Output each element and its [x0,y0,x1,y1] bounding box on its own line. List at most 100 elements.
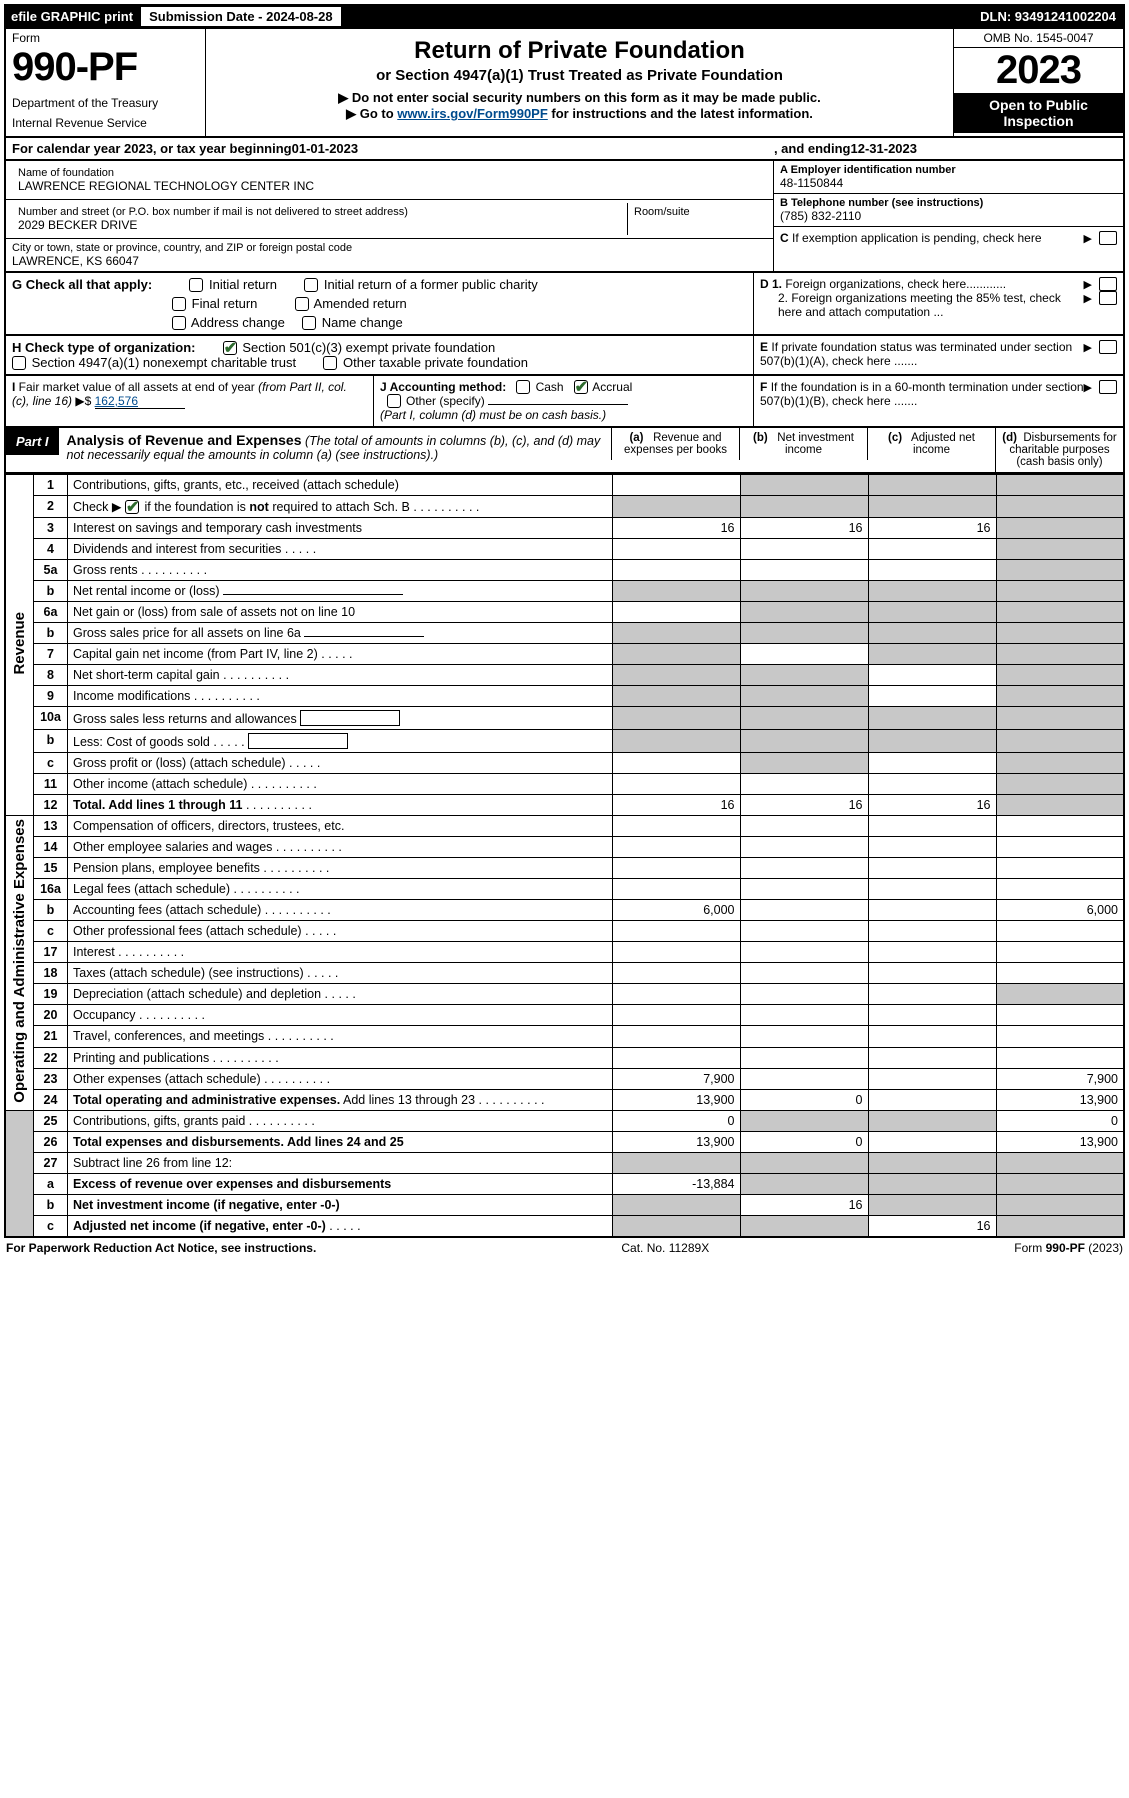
fmv-cell: I Fair market value of all assets at end… [6,376,373,426]
row-11: Other income (attach schedule) [68,774,613,795]
efile-label[interactable]: efile GRAPHIC print [9,9,141,24]
checkbox-final-return[interactable] [172,297,186,311]
form-word: Form [12,31,199,45]
expenses-side-label: Operating and Administrative Expenses [5,816,34,1111]
ein-row: A Employer identification number 48-1150… [774,161,1123,194]
checkbox-d2[interactable] [1099,291,1117,305]
checkbox-other-method[interactable] [387,394,401,408]
checkbox-name-change[interactable] [302,316,316,330]
row-16a: Legal fees (attach schedule) [68,879,613,900]
row-27a: Excess of revenue over expenses and disb… [68,1173,613,1194]
fmv-accounting-row: I Fair market value of all assets at end… [4,376,1125,428]
exemption-pending-row: C If exemption application is pending, c… [774,227,1123,248]
row-7: Capital gain net income (from Part IV, l… [68,644,613,665]
checkbox-schB[interactable] [125,500,139,514]
form-footer: Form 990-PF (2023) [1014,1241,1123,1255]
checkbox-accrual[interactable] [574,380,588,394]
part1-grid: Revenue 1 Contributions, gifts, grants, … [4,474,1125,1238]
row-10a: Gross sales less returns and allowances [68,707,613,730]
e-row: E If private foundation status was termi… [760,340,1117,368]
g-check-row: G Check all that apply: Initial return I… [12,277,747,292]
checks-block-2: H Check type of organization: Section 50… [4,336,1125,376]
arrow-icon [1084,340,1095,368]
row-8: Net short-term capital gain [68,665,613,686]
telephone-value: (785) 832-2110 [780,209,1117,223]
row-27b: Net investment income (if negative, ente… [68,1194,613,1215]
r23-d: 7,900 [996,1068,1124,1089]
checkbox-e[interactable] [1099,340,1117,354]
header-mid: Return of Private Foundation or Section … [206,29,953,136]
row-4: Dividends and interest from securities [68,539,613,560]
col-c-header: (c) Adjusted net income [867,428,995,460]
page-footer: For Paperwork Reduction Act Notice, see … [4,1238,1125,1258]
checkbox-cash[interactable] [516,380,530,394]
open-public: Open to Public Inspection [954,93,1123,133]
f-cell: F If the foundation is in a 60-month ter… [753,376,1123,426]
accounting-cell: J Accounting method: Cash Accrual Other … [373,376,753,426]
submission-date: Submission Date - 2024-08-28 [141,7,341,26]
checkbox-address-change[interactable] [172,316,186,330]
r16b-d: 6,000 [996,900,1124,921]
row-17: Interest [68,942,613,963]
row-6b: Gross sales price for all assets on line… [68,623,613,644]
form-title: Return of Private Foundation [212,37,947,65]
year-end: 12-31-2023 [851,141,918,156]
h-check-row: H Check type of organization: Section 50… [12,340,747,355]
form-number: 990-PF [12,45,199,90]
arrow-icon [1084,230,1095,245]
row-15: Pension plans, employee benefits [68,858,613,879]
row-14: Other employee salaries and wages [68,837,613,858]
efile-topbar: efile GRAPHIC print Submission Date - 20… [4,4,1125,29]
checkbox-initial-return[interactable] [189,278,203,292]
part1-desc: Analysis of Revenue and Expenses (The to… [59,428,611,466]
telephone-row: B Telephone number (see instructions) (7… [774,194,1123,227]
row-2: Check ▶ if the foundation is not require… [68,496,613,518]
checkbox-initial-former[interactable] [304,278,318,292]
name-row: Name of foundation LAWRENCE REGIONAL TEC… [6,161,773,200]
irs-label: Internal Revenue Service [12,116,199,130]
r3-b: 16 [740,518,868,539]
city-state-zip: LAWRENCE, KS 66047 [12,254,767,268]
foundation-name: LAWRENCE REGIONAL TECHNOLOGY CENTER INC [18,179,761,193]
checkbox-4947a1[interactable] [12,356,26,370]
form990pf-link[interactable]: www.irs.gov/Form990PF [397,106,548,121]
checkbox-501c3[interactable] [223,341,237,355]
r25-d: 0 [996,1110,1124,1131]
r27c-c: 16 [868,1215,996,1237]
calendar-year-row: For calendar year 2023, or tax year begi… [4,138,1125,161]
catalog-number: Cat. No. 11289X [621,1241,709,1255]
r23-a: 7,900 [612,1068,740,1089]
checkbox-c[interactable] [1099,231,1117,245]
ein-value: 48-1150844 [780,176,1117,190]
checkbox-amended[interactable] [295,297,309,311]
row-5a: Gross rents [68,560,613,581]
omb-number: OMB No. 1545-0047 [954,29,1123,48]
row-3: Interest on savings and temporary cash i… [68,518,613,539]
checks-block-1: G Check all that apply: Initial return I… [4,273,1125,336]
row-6a: Net gain or (loss) from sale of assets n… [68,602,613,623]
revenue-side-label: Revenue [5,475,34,816]
arrow-icon [1084,277,1095,291]
d2-row: 2. Foreign organizations meeting the 85%… [760,291,1117,319]
r16b-a: 6,000 [612,900,740,921]
form-header: Form 990-PF Department of the Treasury I… [4,29,1125,138]
foundation-info: Name of foundation LAWRENCE REGIONAL TEC… [4,161,1125,273]
r26-d: 13,900 [996,1131,1124,1152]
dln-number: DLN: 93491241002204 [980,9,1120,24]
arrow-icon [1084,291,1095,319]
row-10b: Less: Cost of goods sold [68,730,613,753]
checkbox-d1[interactable] [1099,277,1117,291]
room-suite: Room/suite [627,203,767,235]
r27b-b: 16 [740,1194,868,1215]
checkbox-f[interactable] [1099,380,1117,394]
street-address: 2029 BECKER DRIVE [18,218,621,232]
fmv-value[interactable]: 162,576 [95,394,185,409]
year-begin: 01-01-2023 [292,141,359,156]
row-26: Total expenses and disbursements. Add li… [68,1131,613,1152]
city-row: City or town, state or province, country… [6,239,773,271]
col-b-header: (b) Net investment income [739,428,867,460]
r12-a: 16 [612,795,740,816]
checkbox-other-taxable[interactable] [323,356,337,370]
r3-c: 16 [868,518,996,539]
r27a-a: -13,884 [612,1173,740,1194]
